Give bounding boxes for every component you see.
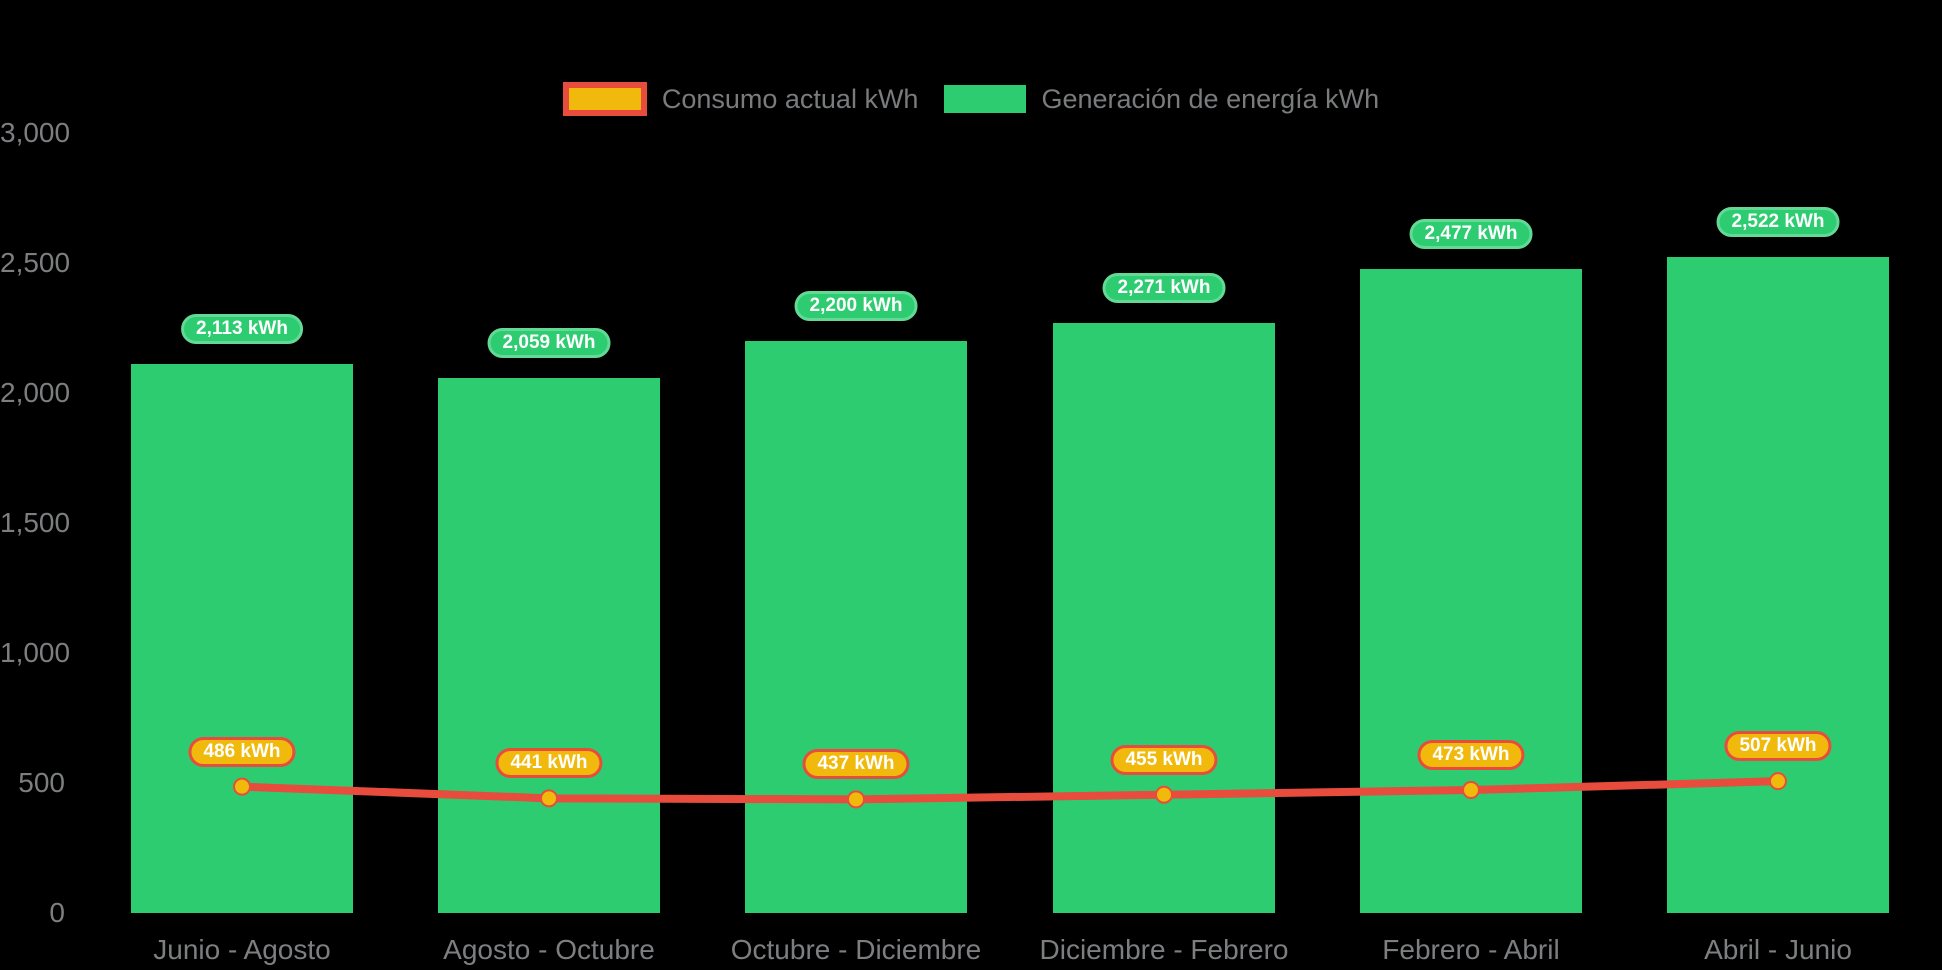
generation-bar[interactable] — [438, 377, 660, 913]
consumption-line — [241, 777, 1779, 804]
consumption-point-marker[interactable] — [1462, 781, 1480, 800]
consumption-value-pill: 441 kWh — [495, 748, 603, 779]
consumption-point-marker[interactable] — [1155, 785, 1173, 804]
generation-swatch-icon — [944, 85, 1027, 113]
consumption-value-pill: 455 kWh — [1110, 744, 1218, 775]
generation-bar[interactable] — [1667, 257, 1889, 913]
y-tick-label: 2,000 — [0, 377, 71, 408]
y-tick-label: 3,000 — [0, 117, 71, 148]
x-axis-label: Agosto - Octubre — [443, 934, 655, 965]
x-axis-label: Junio - Agosto — [153, 934, 331, 965]
consumption-value-pill: 437 kWh — [802, 749, 910, 780]
consumption-point-marker[interactable] — [1769, 772, 1787, 791]
y-tick-label: 2,500 — [0, 247, 71, 278]
legend-item-consumption[interactable]: Consumo actual kWh — [562, 82, 919, 116]
generation-bar[interactable] — [131, 363, 353, 913]
x-axis-label: Diciembre - Febrero — [1039, 934, 1289, 965]
legend-label-generation: Generación de energía kWh — [1041, 83, 1380, 114]
legend-item-generation[interactable]: Generación de energía kWh — [944, 85, 1379, 113]
consumption-value-pill: 473 kWh — [1417, 740, 1525, 771]
y-tick-label: 0 — [49, 897, 65, 928]
generation-bar[interactable] — [1053, 322, 1275, 913]
generation-value-pill: 2,113 kWh — [181, 313, 303, 344]
x-axis-label: Abril - Junio — [1704, 934, 1852, 965]
generation-value-pill: 2,059 kWh — [487, 327, 611, 358]
consumption-point-marker[interactable] — [847, 790, 865, 809]
consumption-point-marker[interactable] — [233, 777, 251, 796]
generation-bar[interactable] — [745, 341, 967, 913]
consumption-value-pill: 507 kWh — [1724, 731, 1832, 762]
consumption-value-pill: 486 kWh — [188, 736, 296, 767]
generation-value-pill: 2,271 kWh — [1102, 272, 1226, 303]
generation-bar[interactable] — [1360, 268, 1582, 913]
generation-value-pill: 2,477 kWh — [1409, 218, 1533, 249]
consumption-swatch-icon — [562, 82, 647, 116]
y-tick-label: 500 — [18, 767, 65, 798]
generation-value-pill: 2,200 kWh — [794, 291, 918, 321]
consumption-point-marker[interactable] — [540, 789, 558, 808]
x-axis-label: Febrero - Abril — [1382, 934, 1560, 965]
y-tick-label: 1,500 — [0, 507, 71, 538]
legend-label-consumption: Consumo actual kWh — [661, 83, 919, 114]
legend: Consumo actual kWh Generación de energía… — [0, 82, 1942, 116]
y-tick-label: 1,000 — [0, 637, 71, 668]
x-axis-label: Octubre - Diciembre — [730, 934, 982, 965]
generation-value-pill: 2,522 kWh — [1716, 207, 1840, 238]
